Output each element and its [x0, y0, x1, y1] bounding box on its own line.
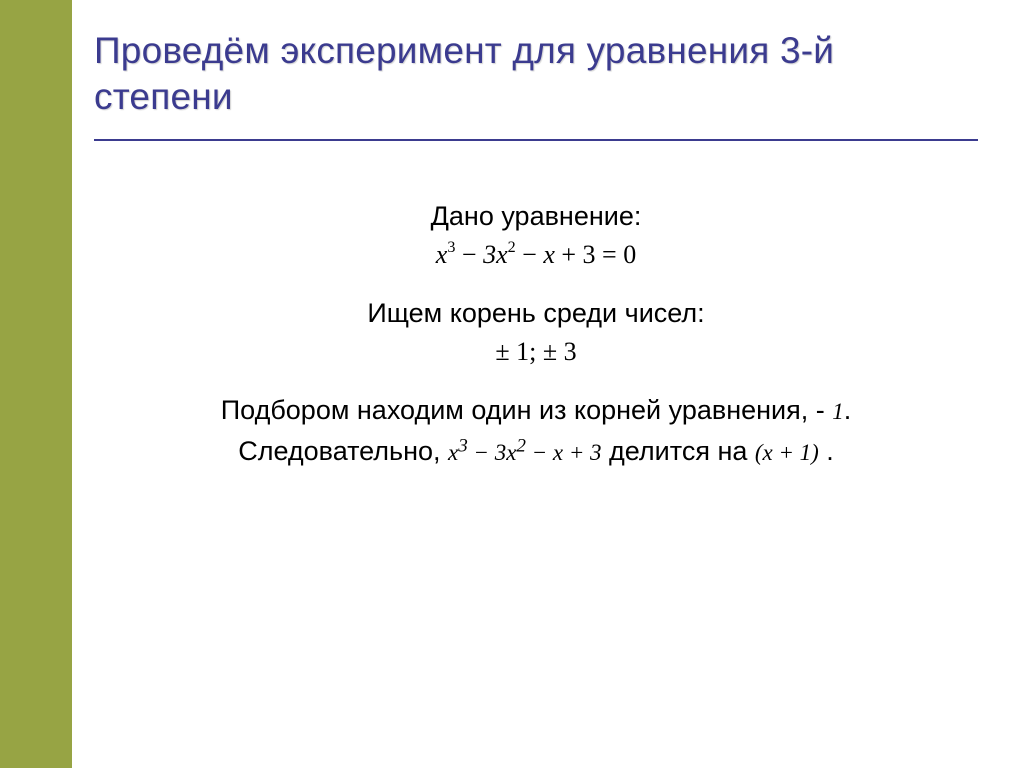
slide-main: Проведём эксперимент для уравнения 3-й с… — [72, 0, 1024, 768]
slide-title: Проведём эксперимент для уравнения 3-й с… — [94, 28, 978, 121]
title-underline — [94, 139, 978, 141]
pick-suffix: . — [844, 395, 852, 425]
factor-inline: (x + 1) — [755, 440, 819, 465]
candidates: ± 1; ± 3 — [94, 337, 978, 367]
search-label: Ищем корень среди чисел: — [94, 296, 978, 331]
final-suffix: . — [826, 436, 834, 466]
equation: x3 − 3x2 − x + 3 = 0 — [94, 240, 978, 270]
pick-prefix: Подбором находим один из корней уравнени… — [221, 395, 825, 425]
divides-text: делится на — [609, 436, 755, 466]
poly-inline: x3 − 3x2 − x + 3 — [448, 440, 601, 465]
therefore-line: Следовательно, x3 − 3x2 − x + 3 делится … — [94, 434, 978, 469]
therefore-prefix: Следовательно, — [238, 436, 448, 466]
pick-line: Подбором находим один из корней уравнени… — [94, 393, 978, 428]
accent-sidebar — [0, 0, 72, 768]
pick-root: 1 — [832, 399, 843, 424]
slide-content: Дано уравнение: x3 − 3x2 − x + 3 = 0 Ище… — [94, 199, 978, 475]
given-label: Дано уравнение: — [94, 199, 978, 234]
